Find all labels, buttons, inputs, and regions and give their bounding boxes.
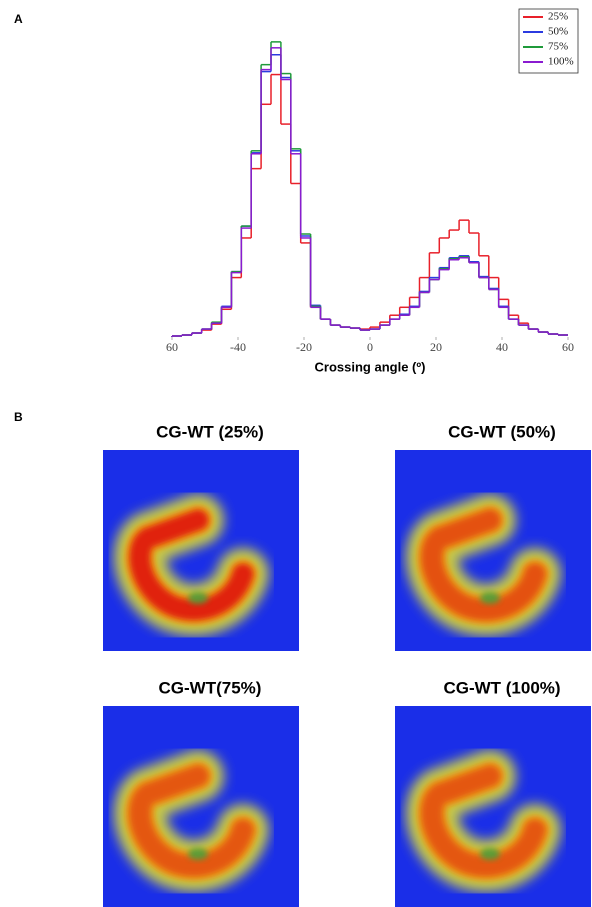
heatmap-image (395, 450, 591, 651)
image-title: CG-WT(75%) (159, 678, 262, 697)
plot: 60 -40 -20 0 20 40 60 25% 50% 75% 100% (166, 11, 574, 354)
density-peak (188, 592, 208, 604)
figure: A B Crossing angle (º) 60 -40 -20 0 20 40 60 25… (0, 0, 592, 907)
heatmap-image (103, 450, 299, 651)
legend-label: 50% (548, 26, 568, 38)
legend-label: 25% (548, 11, 568, 23)
density-peak (480, 848, 500, 860)
x-tick-label: -20 (296, 340, 312, 354)
heatmap-image (395, 706, 591, 907)
x-axis-title: Crossing angle (º) (315, 359, 426, 374)
x-tick-label: 0 (367, 340, 373, 354)
heatmap-image (103, 706, 299, 907)
x-tick-label: 60 (166, 340, 178, 354)
x-tick-label: 20 (430, 340, 442, 354)
image-title: CG-WT (50%) (448, 422, 556, 441)
density-peak (188, 848, 208, 860)
x-tick-label: 40 (496, 340, 508, 354)
panel-label: A (14, 12, 23, 26)
legend-label: 75% (548, 41, 568, 53)
series (172, 48, 568, 337)
image-title: CG-WT (25%) (156, 422, 264, 441)
x-tick-label: -40 (230, 340, 246, 354)
image-title: CG-WT (100%) (443, 678, 560, 697)
density-peak (480, 592, 500, 604)
heatmap-panel: CG-WT (25%) CG-WT (50%) CG-WT(75%) CG-WT (1… (103, 422, 591, 907)
x-tick-label: 60 (562, 340, 574, 354)
panel-label: B (14, 410, 23, 424)
legend-label: 100% (548, 56, 574, 68)
